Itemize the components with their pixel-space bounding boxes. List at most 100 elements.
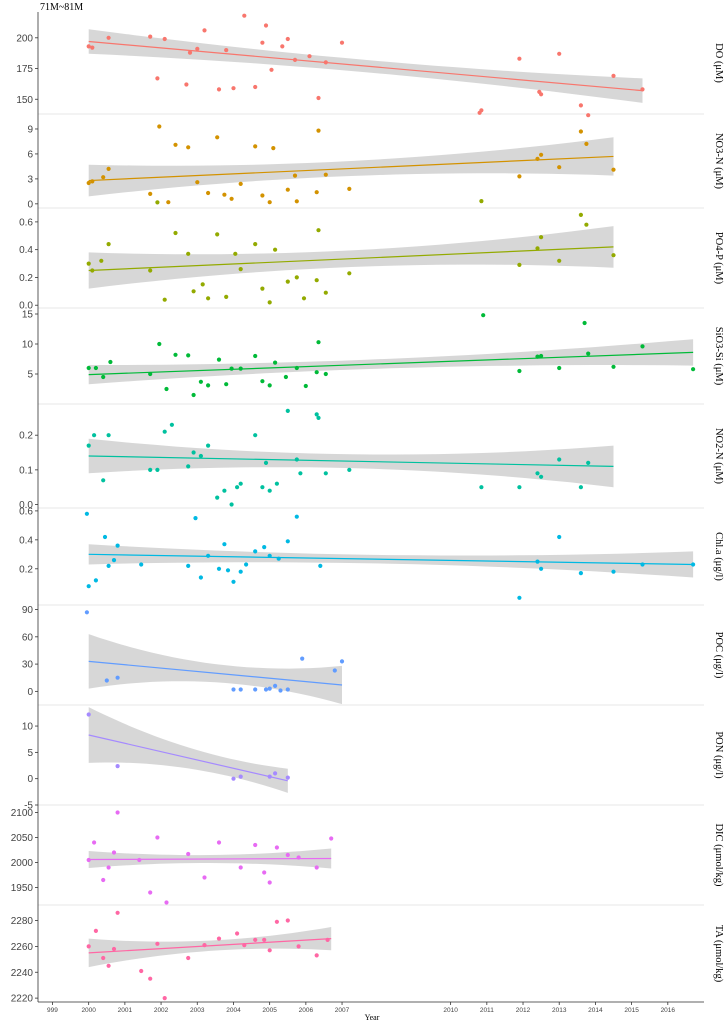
data-point xyxy=(263,460,269,465)
data-point xyxy=(111,558,117,563)
trend-line xyxy=(88,155,614,182)
data-point xyxy=(294,514,299,519)
data-point xyxy=(285,539,290,544)
data-point xyxy=(222,192,227,197)
data-point xyxy=(222,488,227,493)
data-point xyxy=(584,141,589,146)
data-point xyxy=(215,135,220,140)
data-point xyxy=(294,457,299,462)
data-point xyxy=(301,296,307,301)
data-point xyxy=(92,840,97,845)
data-point xyxy=(347,467,352,472)
y-tick-label: -5 xyxy=(24,801,33,812)
x-tick-label: 2010 xyxy=(443,1007,458,1014)
data-point xyxy=(267,300,272,305)
data-point xyxy=(260,40,265,45)
panel-no3-n: 0 3 6 9 NO3-N (μM) xyxy=(27,114,724,210)
data-point xyxy=(267,553,272,558)
data-point xyxy=(198,453,203,459)
data-point xyxy=(691,367,696,372)
data-point xyxy=(99,258,104,263)
data-point xyxy=(108,359,113,365)
data-point xyxy=(148,976,153,981)
data-point xyxy=(323,172,328,177)
data-point xyxy=(186,145,191,150)
data-point xyxy=(106,563,111,569)
data-point xyxy=(173,142,178,147)
y-tick-label: 0.2 xyxy=(19,273,33,284)
data-point xyxy=(611,364,616,369)
data-point xyxy=(215,232,220,237)
x-tick-label: 2012 xyxy=(516,1007,531,1014)
data-point xyxy=(224,48,229,53)
data-point xyxy=(294,365,299,371)
data-point xyxy=(539,235,544,240)
y-tick-label: 0.2 xyxy=(19,564,33,575)
data-point xyxy=(137,857,142,863)
data-point xyxy=(86,443,91,448)
data-point xyxy=(216,566,222,571)
data-point xyxy=(198,575,203,580)
data-point xyxy=(479,485,484,490)
y-tick-label: 0.4 xyxy=(19,535,33,546)
data-point xyxy=(273,683,278,689)
x-tick-label: 2016 xyxy=(661,1007,676,1014)
data-point xyxy=(193,516,198,521)
data-point xyxy=(164,386,169,392)
data-point xyxy=(238,481,243,486)
data-point xyxy=(93,365,98,371)
data-point xyxy=(216,357,222,362)
x-tick-label: 2002 xyxy=(154,1007,169,1014)
data-point xyxy=(93,928,98,934)
data-point xyxy=(253,842,258,848)
y-tick-label: 200 xyxy=(16,33,33,44)
data-point xyxy=(314,370,319,375)
y-tick-label: 2000 xyxy=(11,858,34,869)
data-point xyxy=(611,253,616,258)
data-point xyxy=(517,485,522,490)
data-point xyxy=(292,173,298,178)
data-point xyxy=(535,471,540,476)
data-point xyxy=(101,877,106,883)
data-point xyxy=(316,415,321,420)
data-point xyxy=(162,36,167,42)
data-point xyxy=(231,579,236,584)
data-point xyxy=(106,433,111,438)
data-point xyxy=(173,230,178,236)
y-tick-label: 60 xyxy=(22,632,34,643)
data-point xyxy=(517,262,522,267)
data-point xyxy=(111,946,117,952)
data-point xyxy=(517,595,522,600)
panel-do: 150 175 200 DO (μM) xyxy=(16,12,724,118)
data-point xyxy=(231,687,236,692)
data-point xyxy=(274,481,279,486)
y-tick-label: 10 xyxy=(22,722,34,733)
y-tick-label: 9 xyxy=(27,124,33,135)
panel-poc: 0 30 60 90 POC (μg/l) xyxy=(22,605,724,706)
y-tick-label: 0 xyxy=(27,199,33,210)
data-point xyxy=(280,44,285,49)
data-point xyxy=(323,371,328,377)
data-point xyxy=(206,190,211,196)
data-point xyxy=(139,562,144,567)
data-point xyxy=(186,563,191,569)
data-point xyxy=(202,28,207,33)
data-point xyxy=(86,261,91,266)
data-point xyxy=(557,165,562,170)
confidence-band xyxy=(88,339,694,385)
data-point xyxy=(86,857,91,863)
data-point xyxy=(267,200,272,205)
data-point xyxy=(115,810,120,815)
data-point xyxy=(640,87,645,92)
data-point xyxy=(557,258,562,263)
data-point xyxy=(517,56,522,61)
data-point xyxy=(148,268,153,273)
trend-line xyxy=(88,40,643,92)
data-point xyxy=(238,569,243,574)
data-point xyxy=(253,687,258,692)
data-point xyxy=(278,688,283,693)
data-point xyxy=(285,187,290,192)
data-point xyxy=(316,228,321,233)
data-point xyxy=(294,275,299,280)
